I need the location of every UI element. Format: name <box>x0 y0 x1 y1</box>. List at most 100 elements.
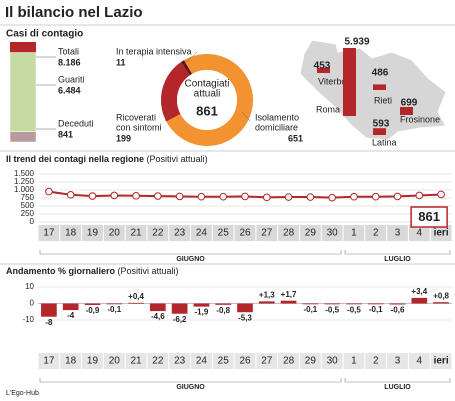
category-cell <box>60 225 82 241</box>
x-tick-label: 24 <box>196 356 208 367</box>
category-cell <box>191 225 212 241</box>
province-name: Rieti <box>374 95 392 105</box>
point <box>219 192 228 201</box>
bar <box>237 303 253 313</box>
bar <box>62 303 79 311</box>
category-cell <box>60 353 82 369</box>
category-cell <box>125 225 147 241</box>
x-tick-label: 29 <box>305 356 317 367</box>
group-bracket <box>344 378 451 383</box>
page-title: Il bilancio nel Lazio <box>5 4 143 21</box>
case-value: 8.186 <box>58 57 81 67</box>
donut-value: 11 <box>116 57 126 67</box>
category-cell <box>299 353 321 369</box>
x-tick-label: 4 <box>417 228 423 239</box>
x-tick-label: ieri <box>434 356 449 367</box>
point <box>45 187 53 196</box>
group-label: LUGLIO <box>384 256 411 263</box>
x-tick-label: 2 <box>373 228 379 239</box>
value-label: -0,5 <box>325 305 339 314</box>
x-tick-label: 29 <box>305 228 317 239</box>
x-tick-label: 21 <box>130 356 142 367</box>
bar <box>280 300 297 304</box>
x-tick-label: 20 <box>109 356 121 367</box>
point <box>241 192 249 201</box>
province-value: 5.939 <box>344 37 369 48</box>
category-cell <box>365 353 387 369</box>
x-tick-label: 3 <box>395 228 401 239</box>
province-value: 593 <box>373 119 390 130</box>
y-tick-label: -10 <box>22 315 34 324</box>
x-tick-label: 3 <box>395 356 401 367</box>
bar <box>84 303 101 305</box>
chart-title-main: Il trend dei contagi nella regione <box>6 154 144 164</box>
category-cell <box>299 225 321 241</box>
category-cell <box>212 353 234 369</box>
province-bar <box>373 84 386 90</box>
chart-subtitle: (Positivi attuali) <box>147 154 208 164</box>
bar <box>258 301 275 304</box>
category-cell <box>365 225 387 241</box>
category-cell <box>38 225 60 241</box>
donut-value: 199 <box>116 133 131 143</box>
donut-value: 651 <box>288 133 303 143</box>
bar <box>215 303 232 305</box>
group-bracket <box>39 378 342 383</box>
highlight-box <box>410 206 448 228</box>
case-segment <box>9 131 37 143</box>
value-label: -0,8 <box>216 306 230 315</box>
value-label: -0,1 <box>303 305 317 314</box>
donut-center-label: Contagiati <box>184 79 229 90</box>
x-tick-label: 28 <box>283 356 295 367</box>
donut-segment <box>161 62 190 122</box>
category-cell <box>38 353 60 369</box>
point <box>66 191 75 199</box>
bar <box>367 303 384 305</box>
x-tick-label: 20 <box>109 228 121 239</box>
case-value: 6.484 <box>58 85 81 95</box>
category-cell <box>169 353 191 369</box>
x-tick-label: 18 <box>65 356 77 367</box>
value-label: -6,2 <box>173 315 187 324</box>
group-label: GIUGNO <box>176 256 205 263</box>
bar <box>171 303 188 314</box>
bar <box>324 303 341 305</box>
province-name: Roma <box>316 104 340 114</box>
donut-total: 861 <box>196 103 218 118</box>
bar <box>411 297 428 304</box>
point <box>262 193 271 202</box>
category-cell <box>256 353 278 369</box>
category-cell <box>103 225 125 241</box>
group-label: GIUGNO <box>176 384 205 391</box>
category-cell <box>147 353 169 369</box>
category-cell <box>212 225 234 241</box>
y-tick-label: 500 <box>21 201 35 210</box>
donut-segment <box>166 53 253 146</box>
case-label: Deceduti <box>58 118 94 128</box>
y-tick-label: 0 <box>30 299 35 308</box>
source: L'Ego-Hub <box>6 390 39 397</box>
province-value: 486 <box>372 68 389 79</box>
bar <box>389 303 406 305</box>
category-cell <box>278 353 299 369</box>
value-label: +0,8 <box>433 291 449 300</box>
bar <box>346 303 362 305</box>
value-label: -4,6 <box>151 312 165 321</box>
cases-title: Casi di contagio <box>6 29 83 40</box>
x-tick-label: 1 <box>351 228 357 239</box>
category-cell <box>82 353 103 369</box>
leader <box>179 51 198 69</box>
x-tick-label: 22 <box>152 228 164 239</box>
category-cell <box>256 225 278 241</box>
point <box>415 191 424 200</box>
value-label: -0,5 <box>347 305 361 314</box>
x-tick-label: 27 <box>261 228 273 239</box>
x-tick-label: 26 <box>239 228 251 239</box>
case-segment <box>9 52 37 132</box>
point <box>284 193 293 201</box>
point <box>328 193 336 202</box>
point <box>393 192 402 201</box>
case-label: Guariti <box>58 74 85 84</box>
category-cell <box>321 225 343 241</box>
y-tick-label: 250 <box>21 209 35 218</box>
